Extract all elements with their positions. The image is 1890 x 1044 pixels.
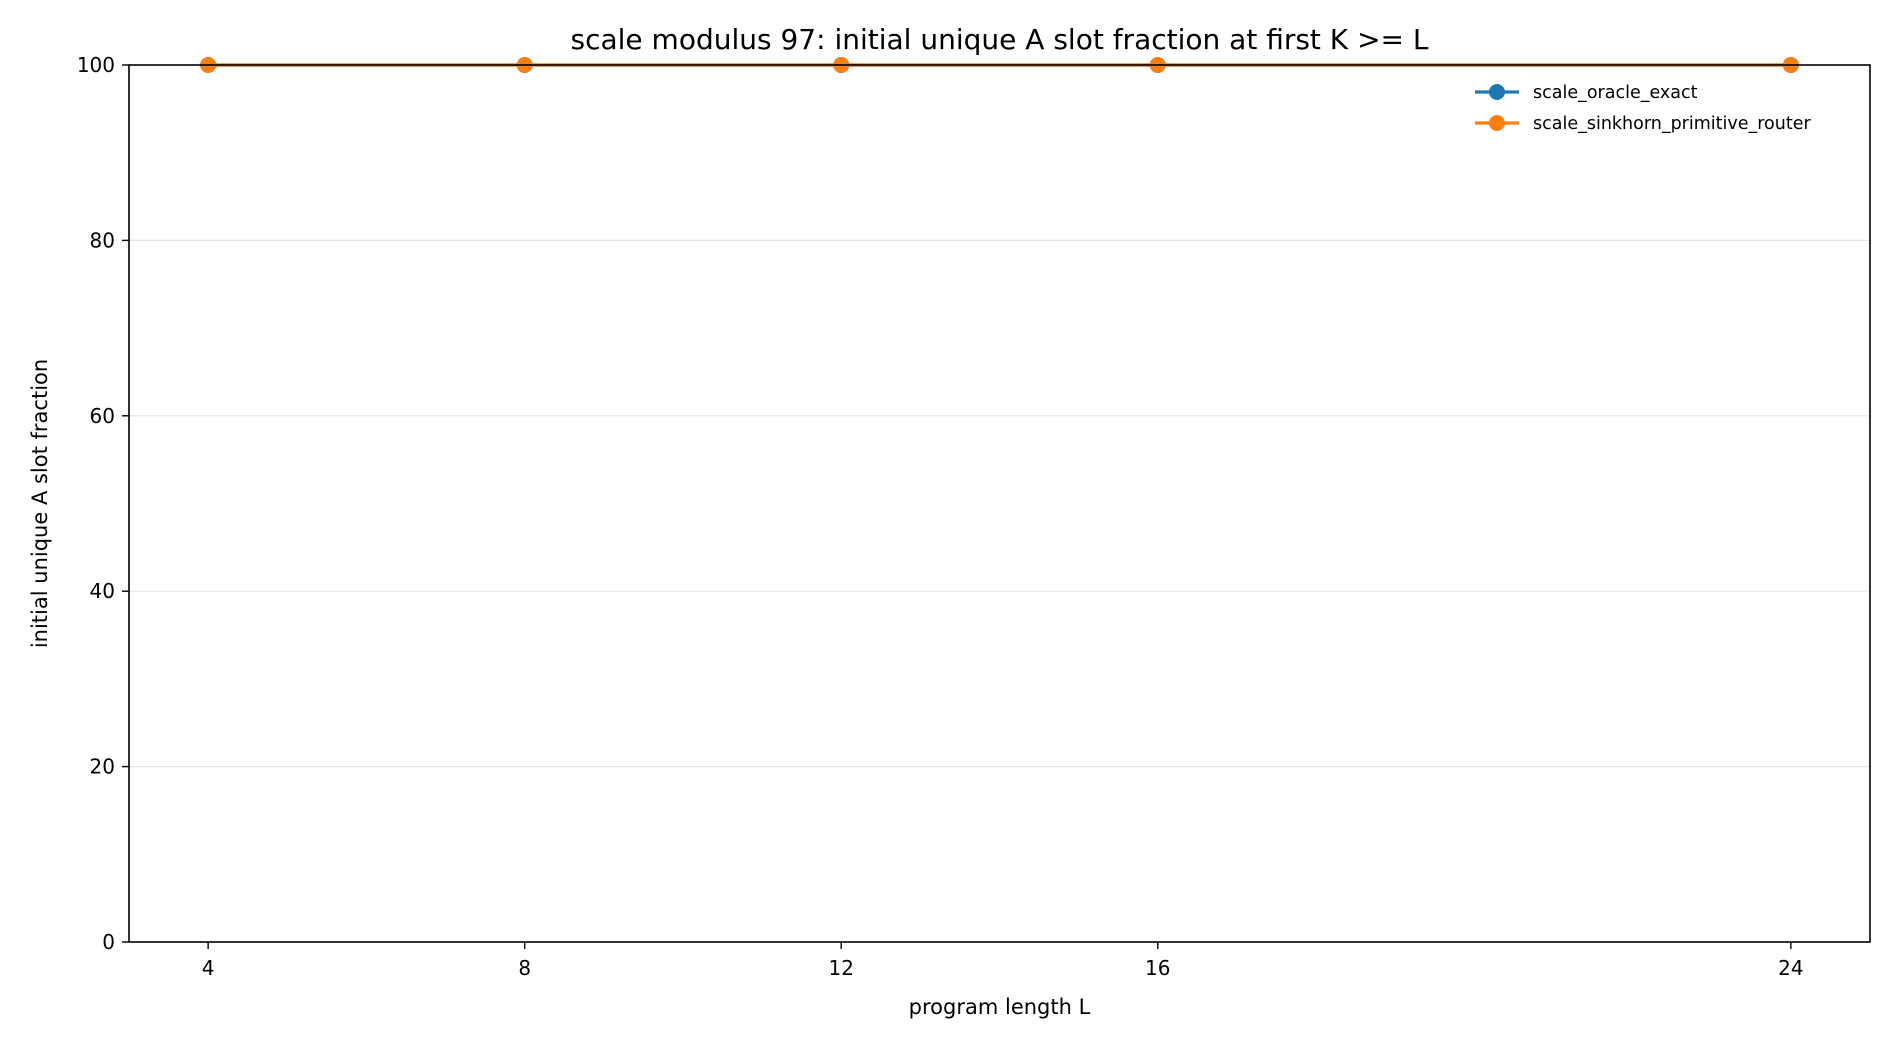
legend-entry-label: scale_sinkhorn_primitive_router: [1533, 114, 1811, 134]
y-tick-label: 100: [77, 53, 115, 77]
legend-marker: [1489, 84, 1505, 100]
chart-title: scale modulus 97: initial unique A slot …: [571, 23, 1429, 56]
y-axis-label: initial unique A slot fraction: [28, 359, 52, 648]
y-tick-label: 0: [102, 930, 115, 954]
plot-frame: [128, 64, 1871, 943]
x-axis-label: program length L: [909, 995, 1091, 1019]
legend-marker: [1489, 115, 1505, 131]
legend: scale_oracle_exact scale_sinkhorn_primiti…: [1475, 83, 1811, 134]
x-tick-label: 8: [518, 956, 531, 980]
y-tick-label: 40: [90, 579, 115, 603]
y-tick-label: 80: [90, 228, 115, 252]
x-tick-label: 4: [202, 956, 215, 980]
y-tick-label: 60: [90, 404, 115, 428]
axes: 0 20 40 60 80 100 4 8 12 16 24: [77, 53, 1804, 980]
grid: [129, 239, 1870, 768]
x-tick-label: 12: [829, 956, 854, 980]
y-tick-label: 20: [90, 755, 115, 779]
legend-entry-label: scale_oracle_exact: [1533, 83, 1698, 103]
x-tick-label: 16: [1145, 956, 1170, 980]
x-tick-label: 24: [1778, 956, 1803, 980]
